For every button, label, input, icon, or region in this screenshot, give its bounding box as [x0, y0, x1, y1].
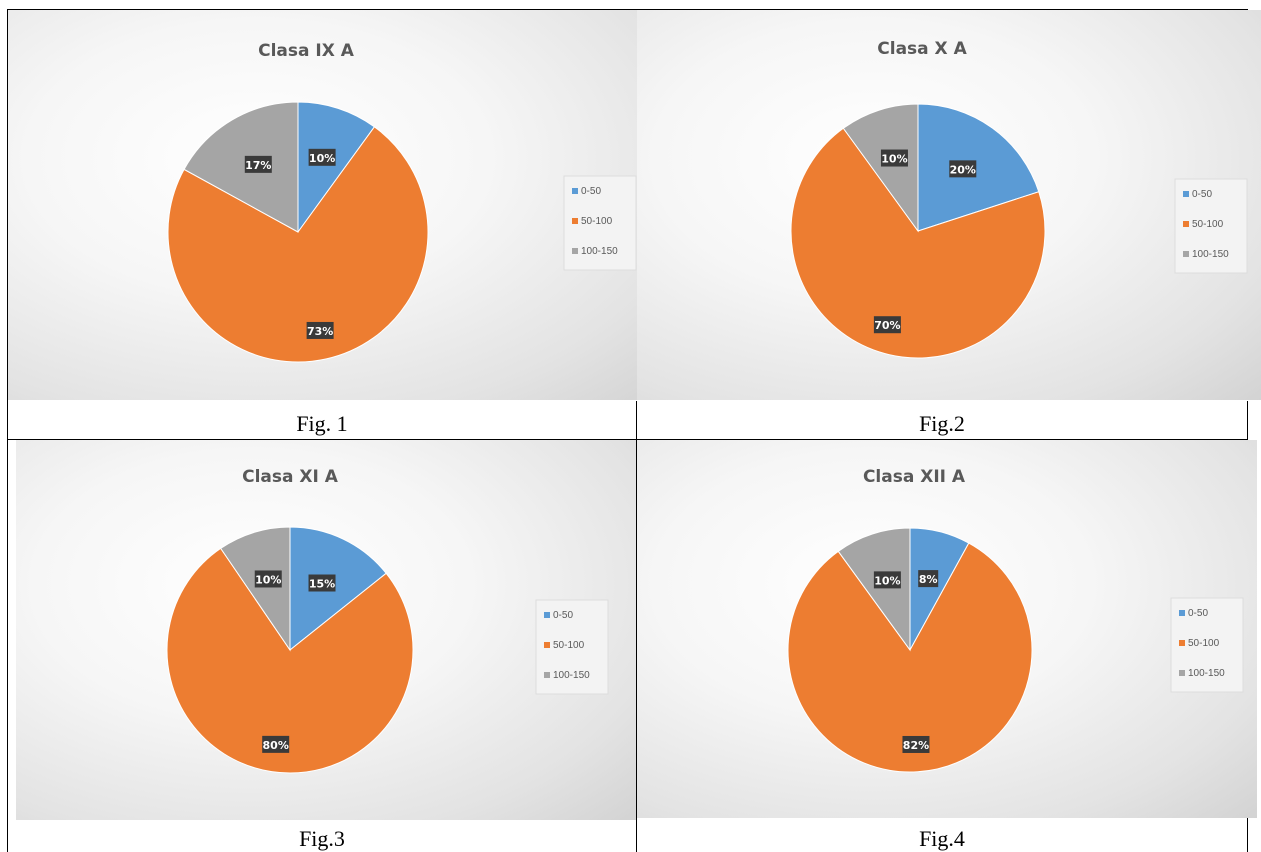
svg-text:100-150: 100-150	[1188, 668, 1225, 679]
pie-slice-50-100	[166, 547, 414, 774]
data-label-0-50: 15%	[308, 574, 336, 592]
legend-item-50-100: 50-100	[572, 216, 613, 227]
chart-panel-4: Clasa XII A 8% 82% 10% 0-50 50-100 100-150	[637, 440, 1257, 818]
svg-text:10%: 10%	[874, 574, 900, 587]
legend-item-50-100: 50-100	[1179, 638, 1220, 649]
svg-text:100-150: 100-150	[553, 670, 590, 681]
svg-text:100-150: 100-150	[1192, 249, 1229, 260]
data-label-0-50: 8%	[918, 570, 939, 588]
data-label-0-50: 20%	[949, 160, 977, 178]
legend-item-50-100: 50-100	[1183, 219, 1224, 230]
chart-legend: 0-50 50-100 100-150	[1174, 178, 1248, 274]
svg-text:50-100: 50-100	[553, 640, 585, 651]
pie-slice-50-100	[787, 542, 1033, 773]
chart-title: Clasa IX A	[258, 41, 355, 61]
figure-caption-1: Fig. 1	[296, 411, 348, 436]
svg-text:15%: 15%	[309, 578, 335, 591]
pie-slice-50-100	[790, 127, 1046, 359]
legend-item-100-150: 100-150	[1179, 668, 1225, 679]
table-border-center	[636, 401, 637, 852]
data-label-100-150: 17%	[244, 155, 272, 173]
pie-slice-50-100	[167, 126, 429, 363]
chart-panel-1: Clasa IX A 10% 73% 17% 0-50 50-100 100-150	[8, 10, 665, 400]
pie-slice-100-150	[842, 103, 919, 233]
pie-slice-0-50	[297, 101, 376, 234]
chart-legend: 0-50 50-100 100-150	[535, 599, 609, 695]
svg-text:0-50: 0-50	[1188, 608, 1208, 619]
table-border-left	[7, 9, 8, 852]
svg-text:10%: 10%	[309, 152, 335, 165]
legend-item-0-50: 0-50	[544, 610, 573, 621]
svg-text:70%: 70%	[874, 319, 900, 332]
chart-legend: 0-50 50-100 100-150	[563, 175, 637, 271]
svg-text:80%: 80%	[263, 739, 289, 752]
data-label-50-100: 70%	[873, 316, 901, 334]
chart-panel-3: Clasa XI A 15% 80% 10% 0-50 50-100 100-150	[16, 440, 636, 820]
chart-title: Clasa X A	[877, 39, 967, 59]
svg-text:0-50: 0-50	[553, 610, 573, 621]
chart-title: Clasa XII A	[863, 467, 966, 487]
legend-item-100-150: 100-150	[572, 246, 618, 257]
svg-text:20%: 20%	[950, 163, 976, 176]
legend-item-0-50: 0-50	[572, 186, 601, 197]
pie-slice-100-150	[183, 101, 299, 233]
pie-chart-2: Clasa X A 20% 70% 10% 0-50 50-100 100-150	[790, 39, 1248, 359]
chart-title: Clasa XI A	[242, 467, 339, 487]
svg-text:8%: 8%	[919, 573, 938, 586]
figure-caption-3: Fig.3	[299, 826, 345, 851]
legend-item-100-150: 100-150	[544, 670, 590, 681]
chart-legend: 0-50 50-100 100-150	[1170, 597, 1244, 693]
pie-chart-4: Clasa XII A 8% 82% 10% 0-50 50-100 100-150	[787, 467, 1244, 773]
svg-text:73%: 73%	[307, 325, 333, 338]
svg-text:10%: 10%	[881, 153, 907, 166]
svg-text:82%: 82%	[903, 739, 929, 752]
svg-text:0-50: 0-50	[581, 186, 601, 197]
pie-chart-1: Clasa IX A 10% 73% 17% 0-50 50-100 100-150	[167, 41, 637, 363]
data-label-100-150: 10%	[254, 570, 282, 588]
pie-chart-3: Clasa XI A 15% 80% 10% 0-50 50-100 100-150	[166, 467, 609, 774]
legend-item-0-50: 0-50	[1183, 189, 1212, 200]
figure-caption-4: Fig.4	[919, 826, 965, 851]
table-border-top	[7, 9, 1248, 10]
figure-caption-2: Fig.2	[919, 411, 965, 436]
chart-panel-2: Clasa X A 20% 70% 10% 0-50 50-100 100-150	[637, 10, 1261, 400]
legend-item-50-100: 50-100	[544, 640, 585, 651]
legend-item-100-150: 100-150	[1183, 249, 1229, 260]
svg-text:50-100: 50-100	[581, 216, 613, 227]
pie-slice-100-150	[837, 527, 911, 652]
data-label-0-50: 10%	[308, 148, 336, 166]
svg-text:0-50: 0-50	[1192, 189, 1212, 200]
pie-slice-0-50	[917, 103, 1040, 232]
svg-text:50-100: 50-100	[1192, 219, 1224, 230]
data-label-50-100: 82%	[902, 735, 930, 753]
table-border-middle	[7, 439, 1248, 440]
legend-item-0-50: 0-50	[1179, 608, 1208, 619]
data-label-50-100: 80%	[262, 735, 290, 753]
svg-text:10%: 10%	[255, 573, 281, 586]
svg-text:17%: 17%	[245, 159, 271, 172]
data-label-100-150: 10%	[880, 149, 908, 167]
pie-slice-100-150	[220, 526, 291, 652]
svg-text:100-150: 100-150	[581, 246, 618, 257]
svg-text:50-100: 50-100	[1188, 638, 1220, 649]
pie-slice-0-50	[289, 526, 387, 652]
data-label-100-150: 10%	[873, 571, 901, 589]
data-label-50-100: 73%	[306, 321, 334, 339]
